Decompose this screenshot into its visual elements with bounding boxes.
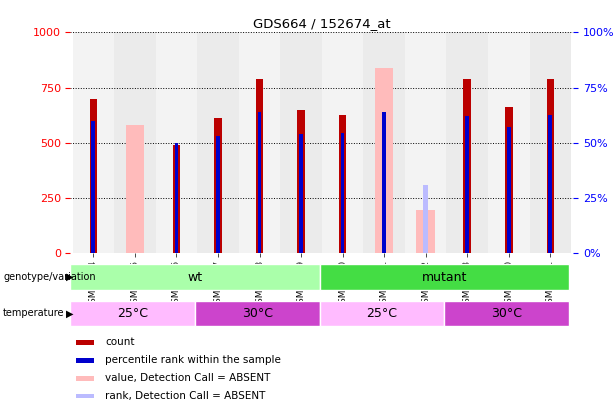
Bar (299, 134, 303, 253)
Bar (507, 127, 511, 253)
Bar (488, 32, 530, 253)
Bar (91, 121, 95, 253)
Text: percentile rank within the sample: percentile rank within the sample (105, 355, 281, 365)
Bar (505, 107, 512, 253)
Bar (76, 376, 94, 381)
Bar (463, 79, 471, 253)
Text: ▶: ▶ (66, 309, 74, 318)
Bar (70, 301, 195, 326)
Text: 30°C: 30°C (242, 307, 273, 320)
Text: 30°C: 30°C (491, 307, 522, 320)
Bar (126, 125, 144, 253)
Bar (114, 32, 156, 253)
Bar (383, 112, 386, 253)
Bar (339, 115, 346, 253)
Title: GDS664 / 152674_at: GDS664 / 152674_at (253, 17, 390, 30)
Bar (322, 32, 364, 253)
Bar (320, 264, 569, 290)
Bar (70, 264, 320, 290)
Text: temperature: temperature (3, 309, 64, 318)
Bar (256, 79, 263, 253)
Bar (416, 210, 435, 253)
Bar (76, 394, 94, 399)
Bar (214, 119, 222, 253)
Bar (257, 112, 261, 253)
Bar (76, 340, 94, 345)
Text: rank, Detection Call = ABSENT: rank, Detection Call = ABSENT (105, 391, 265, 401)
Bar (320, 301, 444, 326)
Bar (297, 110, 305, 253)
Bar (446, 32, 488, 253)
Bar (195, 301, 320, 326)
Bar (280, 32, 322, 253)
Bar (423, 185, 428, 253)
Bar (341, 133, 345, 253)
Bar (465, 116, 469, 253)
Bar (76, 358, 94, 363)
Bar (197, 32, 238, 253)
Bar (72, 32, 114, 253)
Bar (405, 32, 446, 253)
Bar (444, 301, 569, 326)
Text: 25°C: 25°C (367, 307, 398, 320)
Bar (364, 32, 405, 253)
Bar (156, 32, 197, 253)
Bar (547, 79, 554, 253)
Bar (375, 68, 394, 253)
Text: count: count (105, 337, 135, 347)
Text: wt: wt (188, 271, 203, 284)
Bar (216, 136, 220, 253)
Bar (530, 32, 571, 253)
Text: ▶: ▶ (66, 272, 74, 282)
Bar (238, 32, 280, 253)
Text: 25°C: 25°C (117, 307, 148, 320)
Text: genotype/variation: genotype/variation (3, 272, 96, 282)
Text: mutant: mutant (422, 271, 467, 284)
Bar (173, 145, 180, 253)
Bar (89, 98, 97, 253)
Bar (549, 115, 552, 253)
Bar (175, 143, 178, 253)
Text: value, Detection Call = ABSENT: value, Detection Call = ABSENT (105, 373, 270, 383)
